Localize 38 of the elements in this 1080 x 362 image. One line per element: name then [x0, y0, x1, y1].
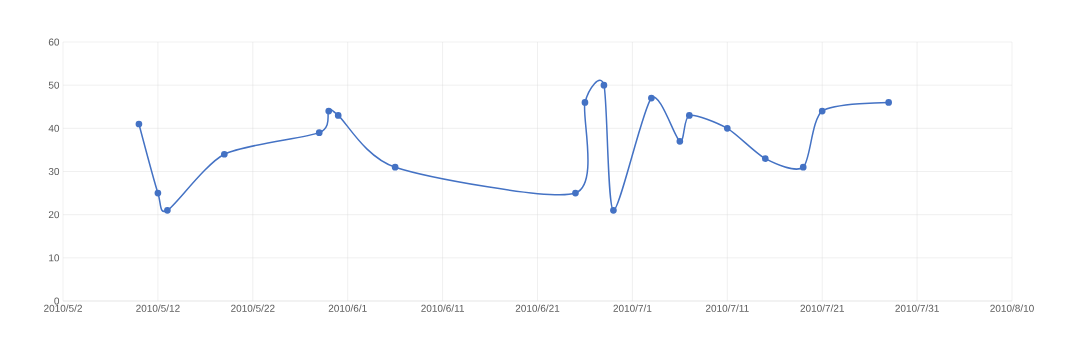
point — [610, 207, 617, 214]
point — [648, 94, 655, 102]
x-tick-label: 2010/7/1 — [613, 304, 652, 312]
point — [761, 155, 769, 162]
point — [723, 124, 731, 132]
x-tick-label: 2010/7/21 — [800, 304, 844, 312]
point — [676, 137, 684, 145]
x-tick-label: 2010/7/31 — [895, 304, 939, 312]
point — [325, 107, 333, 115]
x-tick-label: 2010/7/11 — [705, 304, 749, 312]
y-tick-label: 40 — [48, 124, 60, 132]
point — [818, 107, 826, 115]
point — [334, 112, 342, 119]
y-tick-label: 20 — [48, 211, 60, 219]
x-tick-label: 2010/6/11 — [421, 304, 464, 312]
x-tick-label: 2010/8/10 — [990, 304, 1034, 312]
point — [581, 99, 589, 106]
point — [315, 129, 323, 136]
y-tick-label: 50 — [48, 81, 60, 89]
point — [885, 99, 892, 106]
y-tick-label: 30 — [48, 167, 60, 176]
point — [686, 112, 693, 119]
x-tick-label: 2010/5/22 — [231, 304, 275, 312]
x-tick-label: 2010/6/21 — [515, 304, 560, 312]
y-tick-label: 60 — [48, 38, 60, 46]
point — [135, 120, 143, 128]
point — [391, 163, 399, 171]
x-tick-label: 2010/5/2 — [44, 304, 82, 312]
point — [164, 207, 171, 214]
point — [799, 163, 807, 171]
point — [154, 189, 162, 197]
point — [220, 150, 228, 158]
x-tick-label: 2010/6/1 — [328, 304, 367, 312]
point — [600, 81, 608, 89]
point — [572, 189, 579, 197]
y-tick-label: 0 — [54, 297, 60, 305]
x-tick-label: 2010/5/12 — [136, 304, 180, 312]
y-tick-label: 10 — [49, 254, 60, 262]
